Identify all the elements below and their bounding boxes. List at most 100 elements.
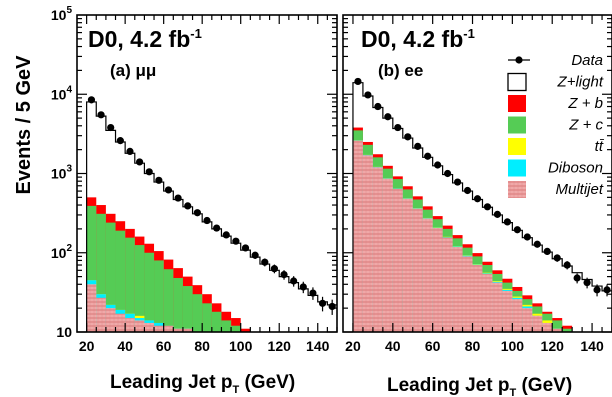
bar-multijet: [362, 155, 373, 332]
bar-z-c: [115, 230, 126, 332]
data-point: [222, 231, 230, 239]
data-point: [593, 286, 601, 294]
bar-z-light: [572, 272, 583, 332]
bar-z-light: [542, 252, 553, 332]
data-point: [553, 254, 561, 262]
legend-swatch-zlight: [507, 72, 527, 92]
legend-swatch-ttbar: [508, 138, 526, 155]
data-point: [299, 283, 307, 291]
bar-z-light: [317, 301, 328, 332]
bar-z-light: [192, 213, 203, 332]
bar-z-light: [250, 257, 260, 332]
legend-item-multijet: Multijet: [508, 181, 604, 198]
data-point: [533, 240, 541, 248]
bar-multijet: [115, 313, 126, 332]
data-point: [473, 195, 482, 203]
legend: Data Z+light Z + b Z + c tt̄ Diboson Multijet: [507, 52, 605, 198]
bar-multijet: [125, 318, 135, 332]
data-point: [364, 91, 372, 99]
bar-z-light: [240, 250, 251, 332]
bar-multijet: [372, 167, 383, 332]
legend-label-zb: Z + b: [567, 95, 603, 112]
bar-multijet: [96, 297, 106, 332]
x-tick-label: 120: [268, 338, 292, 354]
bar-multijet: [472, 265, 483, 332]
data-point: [318, 299, 327, 307]
data-point: [384, 113, 392, 121]
data-point: [463, 186, 472, 195]
data-point: [424, 152, 432, 160]
bar-multijet: [522, 308, 533, 332]
x-tick-label: 40: [117, 338, 133, 354]
legend-swatch-multijet: [508, 181, 526, 198]
data-point: [126, 147, 134, 156]
bar-z-light: [532, 245, 543, 332]
x-axis-label-left: Leading Jet pT (GeV): [110, 372, 295, 396]
data-point: [444, 169, 452, 178]
data-point: [280, 271, 288, 279]
bar-z-c: [144, 252, 155, 332]
data-point: [174, 194, 182, 202]
x-tick-label: 140: [580, 338, 604, 354]
bar-multijet: [452, 247, 463, 332]
data-point: [213, 224, 221, 232]
data-point: [354, 77, 362, 86]
data-point: [414, 142, 422, 150]
bar-multijet: [502, 290, 513, 332]
bar-z-light: [582, 279, 593, 332]
bar-z-light: [298, 288, 309, 332]
bar-z-c: [221, 320, 232, 332]
bar-z-c: [96, 213, 106, 332]
bar-multijet: [105, 308, 116, 332]
panel-left-label: (a) μμ: [110, 61, 156, 80]
bar-z-c: [163, 269, 174, 332]
panel-right-title: D0, 4.2 fb-1: [361, 26, 475, 52]
legend-label-multijet: Multijet: [555, 181, 603, 198]
y-axis-label: Events / 5 GeV: [13, 55, 35, 195]
bar-z-light: [231, 243, 241, 332]
bar-multijet: [382, 178, 393, 332]
legend-item-zb: Z + b: [508, 95, 603, 112]
bar-z-light: [182, 206, 193, 332]
panel-left-title: D0, 4.2 fb-1: [88, 26, 202, 52]
data-point: [309, 289, 317, 297]
x-tick-label: 80: [465, 338, 481, 354]
x-tick-label: 40: [385, 338, 401, 354]
data-point: [503, 218, 511, 226]
data-point: [251, 251, 259, 259]
bar-z-light: [202, 221, 212, 332]
x-tick-label: 20: [79, 338, 95, 354]
bar-multijet: [512, 299, 523, 332]
bar-multijet: [432, 228, 443, 332]
bar-z-c: [231, 325, 241, 332]
bar-multijet: [422, 218, 433, 332]
data-point: [97, 111, 105, 119]
bar-multijet: [154, 325, 164, 332]
x-tick-label: 100: [501, 338, 525, 354]
bar-multijet: [392, 188, 403, 332]
bar-multijet: [86, 284, 97, 332]
bar-z-c: [134, 245, 145, 332]
bar-z-light: [552, 258, 563, 332]
x-tick-label: 140: [306, 338, 330, 354]
legend-label-ttbar: tt̄: [595, 138, 605, 155]
data-point: [328, 302, 336, 311]
data-point: [543, 247, 551, 256]
data-point: [374, 102, 382, 111]
bar-z-light: [173, 199, 183, 332]
bar-z-c: [182, 286, 193, 332]
data-point: [135, 158, 144, 166]
bar-multijet: [542, 322, 553, 332]
x-axis-label-right: Leading Jet pT (GeV): [387, 375, 572, 397]
bar-z-c: [192, 294, 203, 332]
legend-label-diboson: Diboson: [548, 160, 603, 177]
y-tick-label: 10: [56, 324, 72, 340]
bar-z-light: [259, 264, 270, 332]
bar-z-c: [552, 320, 563, 332]
legend-item-ttbar: tt̄: [508, 138, 605, 155]
bar-multijet: [492, 282, 503, 332]
data-point: [404, 133, 412, 141]
legend-item-diboson: Diboson: [508, 159, 603, 177]
legend-label-zc: Z + c: [568, 117, 603, 134]
y-tick-label: 105: [51, 5, 73, 23]
